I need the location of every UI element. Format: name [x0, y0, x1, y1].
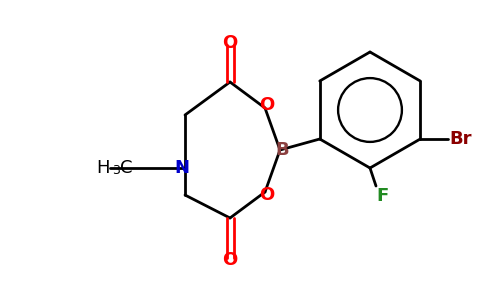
Text: O: O: [259, 96, 274, 114]
Text: O: O: [222, 251, 238, 269]
Text: B: B: [275, 141, 289, 159]
Text: 3: 3: [112, 164, 120, 178]
Text: H: H: [96, 159, 110, 177]
Text: F: F: [376, 187, 388, 205]
Text: C: C: [120, 159, 133, 177]
Text: O: O: [222, 34, 238, 52]
Text: Br: Br: [449, 130, 471, 148]
Text: O: O: [259, 186, 274, 204]
Text: N: N: [175, 159, 190, 177]
